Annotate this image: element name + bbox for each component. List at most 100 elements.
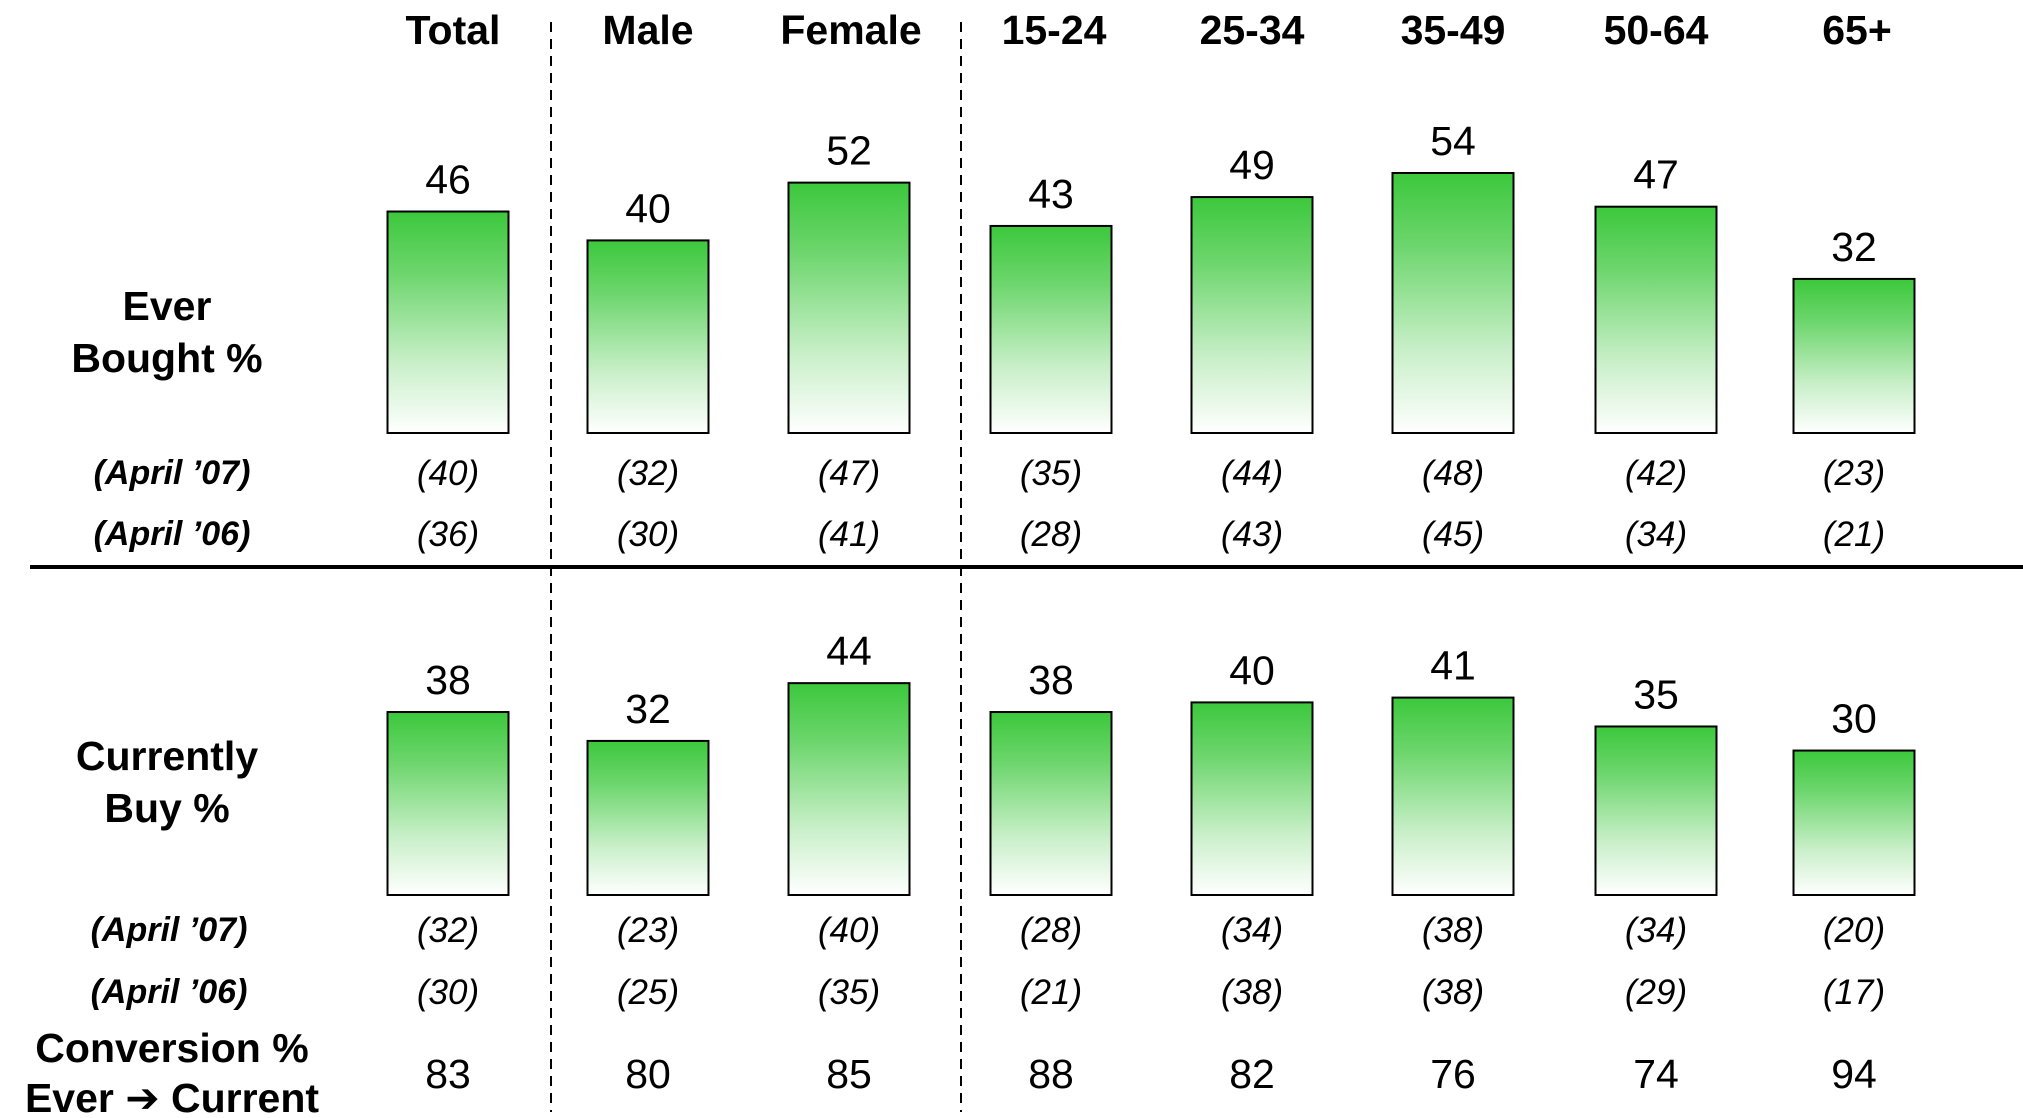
bar — [989, 711, 1113, 897]
comparison-value: (43) — [1221, 515, 1283, 554]
conversion-value: 88 — [1028, 1051, 1074, 1097]
bar — [1190, 701, 1314, 897]
comparison-value: (34) — [1625, 911, 1687, 950]
comparison-value: (41) — [818, 515, 880, 554]
bar — [989, 224, 1113, 434]
ever-bought-row-label: Ever Bought % — [71, 283, 262, 381]
conversion-value: 94 — [1831, 1051, 1877, 1097]
comparison-label-april-06-current: (April ’06) — [91, 973, 248, 1011]
comparison-value: (35) — [1020, 454, 1082, 493]
comparison-value: (28) — [1020, 911, 1082, 950]
bar — [1594, 725, 1718, 896]
conversion-label-line: Ever ➔ Current — [25, 1075, 319, 1118]
category-header: 25-34 — [1200, 7, 1305, 53]
currently-buy-bars: 38 32 44 38 40 41 35 30 — [386, 628, 1916, 897]
conversion-value: 76 — [1430, 1051, 1476, 1097]
comparison-value: (28) — [1020, 515, 1082, 554]
comparison-value: (21) — [1823, 515, 1885, 554]
comparison-value: (32) — [417, 911, 479, 950]
comparison-value: (45) — [1422, 515, 1484, 554]
category-header: 50-64 — [1604, 7, 1709, 53]
comparison-value: (25) — [617, 973, 679, 1012]
comparison-value: (23) — [1823, 454, 1885, 493]
bar — [586, 739, 710, 896]
bar — [1391, 696, 1515, 897]
ever-bought-bars: 46 40 52 43 49 54 47 32 — [386, 118, 1916, 435]
bar-value-label: 47 — [1633, 152, 1679, 198]
comparison-value: (30) — [617, 515, 679, 554]
row-label-line: Currently — [76, 733, 258, 779]
conversion-value: 83 — [425, 1051, 471, 1097]
comparison-value: (23) — [617, 911, 679, 950]
bar-value-label: 38 — [425, 657, 471, 703]
comparison-value: (29) — [1625, 973, 1687, 1012]
category-headers: Total Male Female 15-24 25-34 35-49 50-6… — [406, 7, 1892, 53]
comparison-value: (20) — [1823, 911, 1885, 950]
bar-value-label: 46 — [425, 157, 471, 203]
conversion-value: 85 — [826, 1051, 872, 1097]
bar-value-label: 30 — [1831, 696, 1877, 742]
bar — [1792, 749, 1916, 896]
comparison-value: (47) — [818, 454, 880, 493]
comparison-label-april-06-ever: (April ’06) — [94, 515, 251, 553]
conversion-value: 74 — [1633, 1051, 1679, 1097]
bar — [1391, 171, 1515, 435]
bar-value-label: 38 — [1028, 657, 1074, 703]
bar-value-label: 32 — [1831, 224, 1877, 270]
comparison-value: (38) — [1221, 973, 1283, 1012]
bar-value-label: 44 — [826, 628, 872, 674]
bar-value-label: 40 — [1229, 647, 1275, 693]
comparison-value: (34) — [1221, 911, 1283, 950]
comparison-label-april-07-current: (April ’07) — [91, 911, 248, 949]
row-label-line: Buy % — [104, 785, 229, 831]
bar-value-label: 43 — [1028, 171, 1074, 217]
comparison-value: (42) — [1625, 454, 1687, 493]
bar-value-label: 40 — [625, 185, 671, 231]
row-label-line: Ever — [123, 283, 212, 329]
bar-value-label: 41 — [1430, 643, 1476, 689]
comparison-value: (38) — [1422, 973, 1484, 1012]
comparison-value: (48) — [1422, 454, 1484, 493]
comparison-value: (21) — [1020, 973, 1082, 1012]
category-header: Female — [780, 7, 921, 53]
comparison-value: (34) — [1625, 515, 1687, 554]
conversion-values: 83 80 85 88 82 76 74 94 — [425, 1051, 1877, 1097]
bar — [787, 181, 911, 434]
comparison-value: (40) — [818, 911, 880, 950]
bar — [586, 239, 710, 434]
comparison-value: (38) — [1422, 911, 1484, 950]
comparison-value: (36) — [417, 515, 479, 554]
comparison-value: (17) — [1823, 973, 1885, 1012]
bar — [1594, 205, 1718, 434]
category-header: Male — [602, 7, 693, 53]
comparison-value: (44) — [1221, 454, 1283, 493]
category-header: 65+ — [1822, 7, 1892, 53]
comparison-value: (40) — [417, 454, 479, 493]
bar — [386, 210, 510, 434]
conversion-label-line: Conversion % — [35, 1025, 308, 1071]
category-header: 35-49 — [1401, 7, 1506, 53]
currently-buy-row-label: Currently Buy % — [76, 733, 258, 831]
bar-value-label: 52 — [826, 128, 872, 174]
bar — [1792, 277, 1916, 435]
bar-value-label: 32 — [625, 686, 671, 732]
ever-bought-comparison-values: (40) (32) (47) (35) (44) (48) (42) (23) (36) (30)… — [417, 454, 1885, 554]
comparison-value: (30) — [417, 973, 479, 1012]
currently-buy-comparison-values: (32) (23) (40) (28) (34) (38) (34) (20) (30) (25)… — [417, 911, 1885, 1012]
comparison-value: (32) — [617, 454, 679, 493]
row-label-line: Bought % — [71, 335, 262, 381]
category-header: 15-24 — [1002, 7, 1107, 53]
bar — [1190, 196, 1314, 434]
conversion-value: 80 — [625, 1051, 671, 1097]
category-header: Total — [406, 7, 501, 53]
bar — [787, 682, 911, 897]
bar — [386, 711, 510, 897]
bar-value-label: 49 — [1229, 142, 1275, 188]
bar-value-label: 35 — [1633, 671, 1679, 717]
bar-value-label: 54 — [1430, 118, 1476, 164]
conversion-value: 82 — [1229, 1051, 1275, 1097]
comparison-label-april-07-ever: (April ’07) — [94, 454, 251, 492]
comparison-value: (35) — [818, 973, 880, 1012]
conversion-row-label: Conversion % Ever ➔ Current — [25, 1025, 319, 1118]
